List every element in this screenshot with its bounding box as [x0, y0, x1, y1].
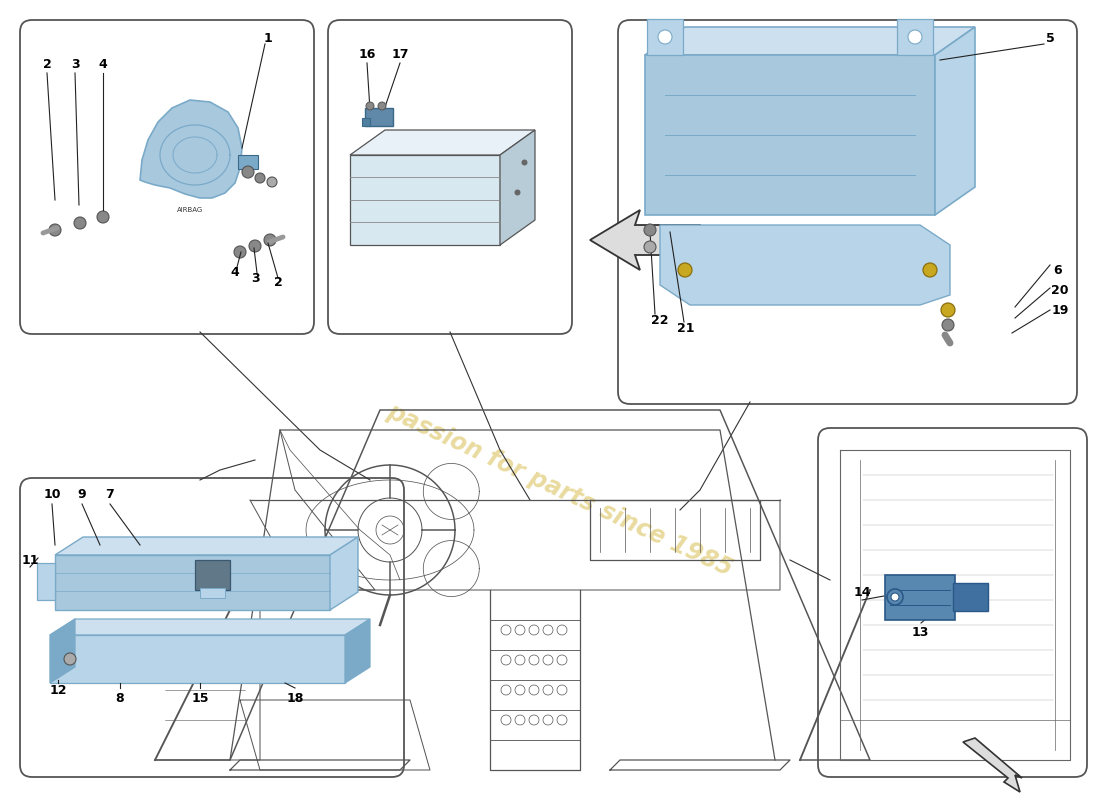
Bar	[55, 555, 330, 610]
Bar	[195, 560, 230, 590]
Polygon shape	[590, 210, 700, 270]
Circle shape	[644, 241, 656, 253]
Circle shape	[521, 159, 528, 166]
Text: 4: 4	[99, 58, 108, 71]
Circle shape	[678, 263, 692, 277]
Circle shape	[267, 177, 277, 187]
Text: AIRBAG: AIRBAG	[177, 207, 204, 213]
Text: 9: 9	[78, 489, 86, 502]
Bar	[50, 635, 345, 683]
Bar	[953, 583, 988, 611]
Polygon shape	[55, 537, 358, 555]
Text: 11: 11	[21, 554, 38, 566]
Circle shape	[64, 653, 76, 665]
Text: passion for parts since 1985: passion for parts since 1985	[384, 399, 737, 581]
Polygon shape	[50, 619, 75, 683]
Circle shape	[942, 319, 954, 331]
Text: 20: 20	[1052, 283, 1069, 297]
Circle shape	[658, 30, 672, 44]
Circle shape	[378, 102, 386, 110]
Circle shape	[50, 224, 60, 236]
Text: 3: 3	[70, 58, 79, 71]
Circle shape	[887, 589, 903, 605]
Text: 13: 13	[911, 626, 928, 638]
FancyBboxPatch shape	[20, 20, 313, 334]
Text: 2: 2	[43, 58, 52, 71]
Circle shape	[242, 166, 254, 178]
Circle shape	[644, 224, 656, 236]
Polygon shape	[350, 130, 535, 155]
Polygon shape	[330, 537, 358, 610]
Polygon shape	[645, 27, 975, 55]
Circle shape	[923, 263, 937, 277]
Circle shape	[74, 217, 86, 229]
Polygon shape	[962, 738, 1022, 792]
Circle shape	[891, 593, 899, 601]
Text: 4: 4	[231, 266, 240, 278]
Text: 2: 2	[274, 277, 283, 290]
Text: 3: 3	[251, 271, 260, 285]
Text: 16: 16	[359, 49, 376, 62]
Text: 19: 19	[1052, 303, 1069, 317]
Polygon shape	[140, 100, 242, 198]
Polygon shape	[500, 130, 535, 245]
Text: 1: 1	[264, 31, 273, 45]
FancyBboxPatch shape	[618, 20, 1077, 404]
Polygon shape	[935, 27, 975, 215]
Text: 15: 15	[191, 691, 209, 705]
Bar	[886, 575, 955, 620]
Circle shape	[255, 173, 265, 183]
Bar	[365, 108, 393, 126]
Circle shape	[908, 30, 922, 44]
Bar	[238, 155, 258, 169]
Bar	[645, 55, 935, 215]
Polygon shape	[896, 19, 933, 55]
Text: 10: 10	[43, 489, 60, 502]
Circle shape	[249, 240, 261, 252]
Polygon shape	[660, 225, 950, 305]
Text: 7: 7	[106, 489, 114, 502]
Bar	[200, 588, 225, 598]
Circle shape	[515, 190, 520, 195]
Text: 12: 12	[50, 683, 67, 697]
Polygon shape	[50, 619, 370, 635]
Text: 6: 6	[1054, 263, 1063, 277]
Text: 14: 14	[854, 586, 871, 599]
Bar	[350, 155, 500, 245]
FancyBboxPatch shape	[328, 20, 572, 334]
Bar	[362, 118, 370, 126]
Circle shape	[940, 303, 955, 317]
Text: 21: 21	[678, 322, 695, 334]
FancyBboxPatch shape	[818, 428, 1087, 777]
FancyBboxPatch shape	[20, 478, 404, 777]
Circle shape	[234, 246, 246, 258]
Polygon shape	[647, 19, 683, 55]
Circle shape	[366, 102, 374, 110]
Text: 5: 5	[1046, 31, 1055, 45]
Text: 22: 22	[651, 314, 669, 326]
Circle shape	[264, 234, 276, 246]
Text: 17: 17	[392, 49, 409, 62]
Circle shape	[97, 211, 109, 223]
Text: 18: 18	[286, 691, 304, 705]
Text: 8: 8	[116, 691, 124, 705]
Polygon shape	[37, 563, 55, 600]
Polygon shape	[345, 619, 370, 683]
